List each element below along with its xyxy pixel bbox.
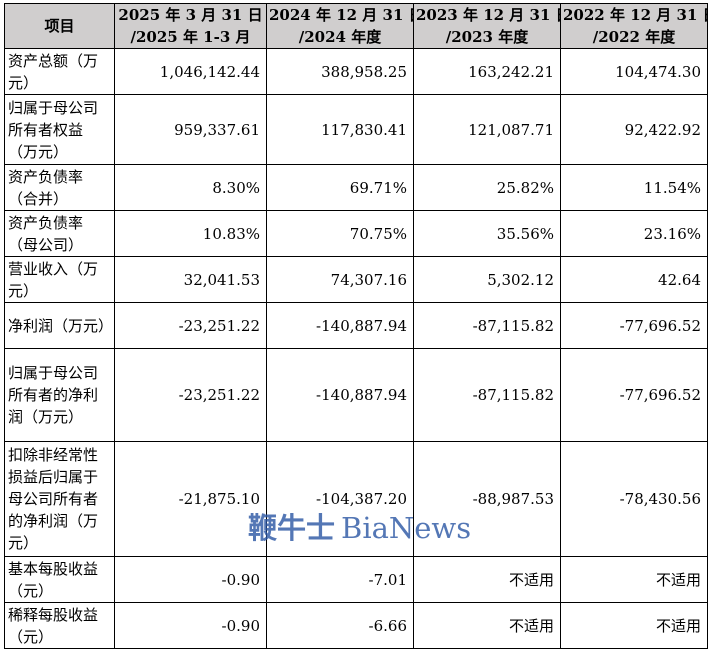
cell-value: -140,887.94: [266, 348, 414, 442]
cell-value: -6.66: [266, 602, 414, 649]
header-2022: 2022 年 12 月 31 日 /2022 年度: [560, 3, 708, 49]
header-2023: 2023 年 12 月 31 日 /2023 年度: [413, 3, 561, 49]
cell-value: -0.90: [114, 556, 267, 603]
cell-value: 25.82%: [413, 164, 561, 211]
row-label: 基本每股收益（元）: [4, 556, 115, 603]
cell-value: 不适用: [413, 556, 561, 603]
cell-value: -87,115.82: [413, 348, 561, 442]
table-row: 资产总额（万元） 1,046,142.44 388,958.25 163,242…: [4, 48, 708, 95]
table-header-row: 项目 2025 年 3 月 31 日 /2025 年 1-3 月 2024 年 …: [4, 3, 708, 49]
table-row: 归属于母公司所有者权益（万元） 959,337.61 117,830.41 12…: [4, 94, 708, 165]
cell-value: 不适用: [413, 602, 561, 649]
cell-value: -88,987.53: [413, 441, 561, 557]
row-label: 资产负债率（母公司）: [4, 210, 115, 257]
header-item: 项目: [4, 3, 115, 49]
cell-value: 117,830.41: [266, 94, 414, 165]
table-row: 资产负债率（母公司） 10.83% 70.75% 35.56% 23.16%: [4, 210, 708, 257]
row-label: 稀释每股收益（元）: [4, 602, 115, 649]
cell-value: -140,887.94: [266, 302, 414, 349]
cell-value: 不适用: [560, 556, 708, 603]
row-label: 资产负债率（合并）: [4, 164, 115, 211]
row-label: 营业收入（万元）: [4, 256, 115, 303]
cell-value: -23,251.22: [114, 348, 267, 442]
cell-value: 70.75%: [266, 210, 414, 257]
cell-value: 32,041.53: [114, 256, 267, 303]
cell-value: 11.54%: [560, 164, 708, 211]
cell-value: -21,875.10: [114, 441, 267, 557]
cell-value: 92,422.92: [560, 94, 708, 165]
cell-value: 23.16%: [560, 210, 708, 257]
row-label: 归属于母公司所有者的净利润（万元）: [4, 348, 115, 442]
header-2024: 2024 年 12 月 31 日 /2024 年度: [266, 3, 414, 49]
row-label: 资产总额（万元）: [4, 48, 115, 95]
table-row: 扣除非经常性损益后归属于母公司所有者的净利润（万元） -21,875.10 -1…: [4, 441, 708, 557]
row-label: 扣除非经常性损益后归属于母公司所有者的净利润（万元）: [4, 441, 115, 557]
cell-value: 1,046,142.44: [114, 48, 267, 95]
table-row: 稀释每股收益（元） -0.90 -6.66 不适用 不适用: [4, 602, 708, 649]
header-2025q1: 2025 年 3 月 31 日 /2025 年 1-3 月: [114, 3, 267, 49]
cell-value: -77,696.52: [560, 302, 708, 349]
cell-value: -87,115.82: [413, 302, 561, 349]
cell-value: 74,307.16: [266, 256, 414, 303]
row-label: 归属于母公司所有者权益（万元）: [4, 94, 115, 165]
table-row: 营业收入（万元） 32,041.53 74,307.16 5,302.12 42…: [4, 256, 708, 303]
cell-value: -104,387.20: [266, 441, 414, 557]
cell-value: 104,474.30: [560, 48, 708, 95]
table-row: 资产负债率（合并） 8.30% 69.71% 25.82% 11.54%: [4, 164, 708, 211]
table-row: 净利润（万元） -23,251.22 -140,887.94 -87,115.8…: [4, 302, 708, 349]
cell-value: -7.01: [266, 556, 414, 603]
cell-value: 121,087.71: [413, 94, 561, 165]
row-label: 净利润（万元）: [4, 302, 115, 349]
table-row: 归属于母公司所有者的净利润（万元） -23,251.22 -140,887.94…: [4, 348, 708, 442]
table-row: 基本每股收益（元） -0.90 -7.01 不适用 不适用: [4, 556, 708, 603]
cell-value: 69.71%: [266, 164, 414, 211]
cell-value: -0.90: [114, 602, 267, 649]
cell-value: 163,242.21: [413, 48, 561, 95]
cell-value: 5,302.12: [413, 256, 561, 303]
cell-value: 8.30%: [114, 164, 267, 211]
financial-summary-table: 项目 2025 年 3 月 31 日 /2025 年 1-3 月 2024 年 …: [4, 3, 708, 649]
cell-value: 42.64: [560, 256, 708, 303]
cell-value: 35.56%: [413, 210, 561, 257]
cell-value: -23,251.22: [114, 302, 267, 349]
cell-value: -78,430.56: [560, 441, 708, 557]
cell-value: -77,696.52: [560, 348, 708, 442]
cell-value: 10.83%: [114, 210, 267, 257]
cell-value: 388,958.25: [266, 48, 414, 95]
cell-value: 不适用: [560, 602, 708, 649]
cell-value: 959,337.61: [114, 94, 267, 165]
